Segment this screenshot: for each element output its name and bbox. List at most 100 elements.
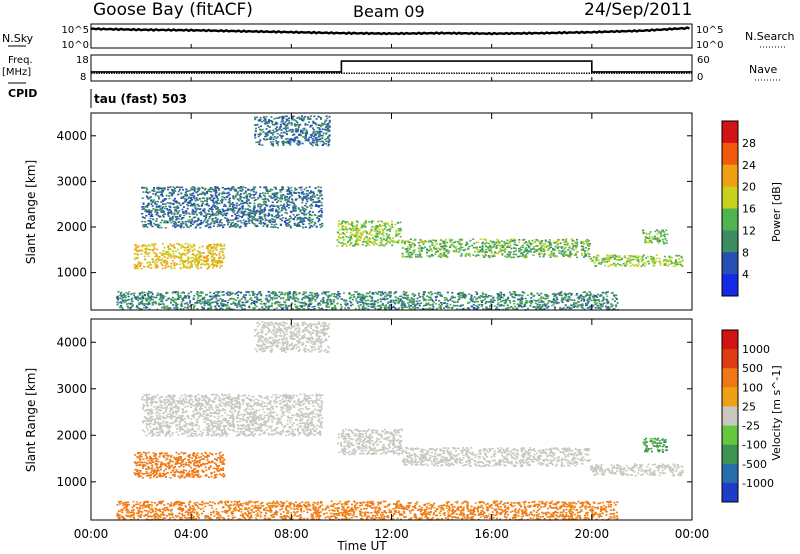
power-scatter-cell	[301, 201, 304, 204]
power-scatter-cell	[205, 216, 207, 219]
power-scatter-cell	[518, 304, 521, 307]
power-scatter-cell	[245, 197, 248, 200]
power-scatter-cell	[675, 264, 678, 267]
power-scatter-cell	[500, 250, 503, 252]
power-scatter-cell	[453, 301, 455, 303]
power-scatter-cell	[246, 213, 249, 216]
power-scatter-cell	[473, 301, 476, 303]
power-scatter-cell	[538, 305, 541, 308]
power-scatter-cell	[541, 250, 544, 252]
power-scatter-cell	[455, 308, 458, 310]
power-scatter-cell	[258, 291, 260, 294]
power-scatter-cell	[314, 205, 317, 207]
power-scatter-cell	[660, 233, 663, 235]
power-scatter-cell	[299, 209, 302, 211]
power-scatter-cell	[192, 209, 195, 212]
power-scatter-cell	[214, 212, 217, 215]
power-scatter-cell	[542, 301, 545, 303]
power-scatter-cell	[196, 253, 199, 256]
power-scatter-cell	[157, 223, 160, 226]
power-scatter-cell	[592, 256, 595, 259]
power-scatter-cell	[356, 233, 359, 235]
power-scatter-cell	[375, 234, 378, 236]
power-scatter-cell	[558, 249, 561, 252]
power-scatter-cell	[511, 307, 514, 310]
power-scatter-cell	[213, 257, 216, 259]
power-scatter-cell	[210, 246, 213, 249]
power-scatter-cell	[142, 224, 145, 226]
power-scatter-cell	[172, 252, 175, 255]
power-scatter-cell	[536, 292, 539, 295]
power-scatter-cell	[175, 298, 178, 301]
power-scatter-cell	[120, 304, 122, 307]
power-scatter-cell	[190, 193, 193, 195]
power-scatter-cell	[514, 250, 517, 252]
power-scatter-cell	[201, 300, 204, 303]
power-scatter-cell	[299, 221, 301, 223]
power-scatter-cell	[559, 242, 562, 245]
power-scatter-cell	[210, 298, 213, 300]
power-scatter-cell	[288, 188, 290, 190]
power-scatter-cell	[146, 209, 149, 212]
power-scatter-cell	[182, 291, 185, 293]
power-scatter-cell	[254, 218, 257, 221]
power-scatter-cell	[633, 264, 636, 267]
power-scatter-cell	[267, 307, 270, 310]
power-scatter-cell	[388, 301, 390, 303]
power-scatter-cell	[257, 196, 260, 199]
power-scatter-cell	[596, 254, 599, 256]
power-scatter-cell	[355, 231, 358, 233]
power-scatter-cell	[234, 218, 237, 220]
power-scatter-cell	[201, 297, 204, 299]
power-scatter-cell	[375, 232, 378, 235]
power-scatter-cell	[602, 296, 605, 299]
power-scatter-cell	[441, 240, 444, 243]
power-scatter-cell	[219, 220, 222, 222]
power-scatter-cell	[483, 298, 486, 301]
power-scatter-cell	[275, 297, 278, 299]
power-scatter-cell	[175, 218, 178, 220]
power-scatter-cell	[235, 215, 238, 217]
power-scatter-cell	[436, 295, 438, 298]
power-scatter-cell	[285, 299, 288, 301]
power-scatter-cell	[119, 294, 122, 297]
power-scatter-cell	[159, 259, 162, 262]
power-scatter-cell	[508, 253, 511, 256]
power-scatter-cell	[393, 240, 396, 242]
power-scatter-cell	[587, 249, 589, 252]
power-scatter-cell	[224, 192, 227, 195]
power-scatter-cell	[243, 223, 246, 225]
power-scatter-cell	[580, 241, 583, 243]
power-scatter-cell	[455, 245, 458, 248]
power-scatter-cell	[284, 217, 287, 220]
power-scatter-cell	[576, 306, 579, 309]
power-scatter-cell	[318, 191, 321, 194]
power-scatter-cell	[581, 298, 583, 300]
power-scatter-cell	[310, 203, 313, 206]
power-scatter-cell	[554, 249, 557, 252]
power-scatter-cell	[233, 207, 236, 209]
power-scatter-cell	[163, 307, 166, 309]
power-scatter-cell	[373, 305, 376, 308]
power-scatter-cell	[294, 209, 297, 212]
power-scatter-cell	[198, 197, 201, 200]
power-scatter-cell	[262, 222, 265, 224]
power-scatter-cell	[581, 304, 584, 307]
power-scatter-cell	[173, 192, 175, 194]
power-scatter-cell	[484, 302, 487, 305]
power-scatter-cell	[347, 307, 350, 309]
power-scatter-cell	[345, 235, 348, 238]
power-scatter-cell	[193, 195, 196, 197]
power-scatter-cell	[471, 244, 474, 247]
power-scatter-cell	[258, 213, 261, 215]
power-scatter-cell	[513, 256, 515, 259]
power-scatter-cell	[261, 204, 264, 206]
power-scatter-cell	[378, 224, 381, 226]
power-scatter-cell	[171, 259, 174, 262]
power-scatter-cell	[424, 298, 427, 301]
power-scatter-cell	[562, 299, 564, 301]
power-scatter-cell	[554, 294, 557, 297]
power-scatter-cell	[184, 295, 187, 297]
power-scatter-cell	[271, 218, 274, 220]
power-scatter-cell	[291, 302, 294, 304]
